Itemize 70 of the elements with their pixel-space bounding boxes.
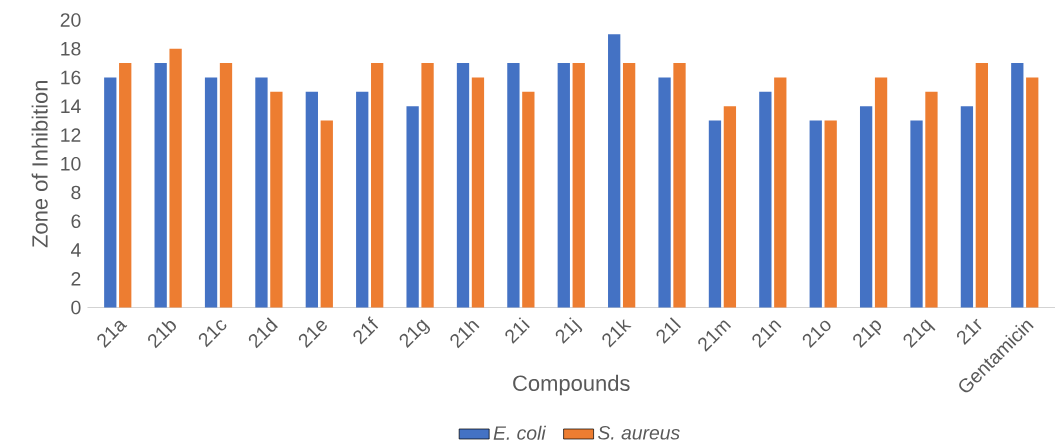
y-tick-label: 8: [71, 185, 81, 200]
bar: [305, 91, 318, 308]
bar: [406, 106, 419, 308]
bar: [270, 91, 283, 308]
bar: [507, 63, 520, 308]
x-tick-label: 21p: [853, 320, 882, 348]
bar: [204, 77, 218, 308]
bar: [708, 120, 722, 308]
y-tick-label: 0: [71, 300, 81, 315]
bar: [622, 63, 636, 308]
bar: [371, 63, 384, 308]
bar: [154, 63, 167, 308]
y-tick-label: 10: [61, 156, 81, 171]
x-tick-label: 21l: [656, 317, 682, 344]
y-tick-label: 20: [60, 13, 81, 27]
bar: [874, 77, 888, 308]
bar: [471, 77, 485, 308]
bar: [723, 106, 737, 308]
x-tick-label: 21f: [353, 316, 379, 345]
x-tick-label: 21a: [97, 320, 128, 348]
bar: [169, 48, 182, 308]
bar: [910, 120, 923, 308]
bar: [960, 106, 974, 308]
x-tick-label: 21c: [198, 320, 227, 348]
bar: [219, 63, 233, 308]
x-tick-label: 21i: [505, 317, 530, 344]
y-axis-title: Zone of Inhibition: [31, 80, 48, 248]
bar: [608, 34, 621, 308]
x-tick-label: 21h: [450, 320, 480, 349]
bar: [572, 63, 585, 308]
bar: [975, 63, 988, 308]
bar: [859, 106, 873, 308]
y-tick-label: 14: [61, 99, 81, 113]
bar: [356, 91, 369, 308]
x-tick-label: 21o: [802, 320, 831, 348]
y-tick-label: 4: [71, 243, 81, 257]
bar: [320, 120, 333, 308]
bar: [809, 120, 822, 308]
legend-label: S. aureus: [598, 425, 680, 440]
bar: [925, 91, 938, 308]
y-tick-label: 18: [61, 41, 81, 56]
x-axis-title: Compounds: [513, 374, 630, 396]
bar: [1011, 63, 1024, 308]
bar: [824, 120, 837, 308]
bar: [557, 63, 570, 308]
x-tick-label: 21k: [602, 319, 632, 348]
x-tick-label: 21b: [148, 320, 177, 349]
bar: [456, 63, 470, 308]
bar: [421, 63, 434, 308]
legend-label: E. coli: [493, 425, 547, 440]
x-tick-label: 21j: [555, 317, 583, 344]
x-tick-label: 21n: [752, 320, 782, 348]
y-tick-label: 12: [61, 128, 81, 142]
bar: [658, 77, 671, 308]
bar: [119, 63, 132, 308]
bar: [774, 77, 787, 308]
bar: [255, 77, 268, 308]
bar: [759, 91, 772, 308]
x-tick-label: 21d: [248, 317, 278, 349]
bar: [104, 77, 117, 308]
y-tick-label: 16: [61, 70, 81, 85]
y-tick-label: 6: [71, 214, 81, 229]
bar: [673, 63, 686, 308]
bar: [1026, 77, 1039, 308]
x-tick-label: 21m: [698, 320, 732, 352]
x-tick-label: 21q: [903, 319, 936, 348]
x-tick-label: 21e: [298, 320, 327, 348]
bar: [522, 91, 535, 308]
x-tick-label: 21g: [399, 319, 431, 348]
y-tick-label: 2: [71, 272, 81, 286]
